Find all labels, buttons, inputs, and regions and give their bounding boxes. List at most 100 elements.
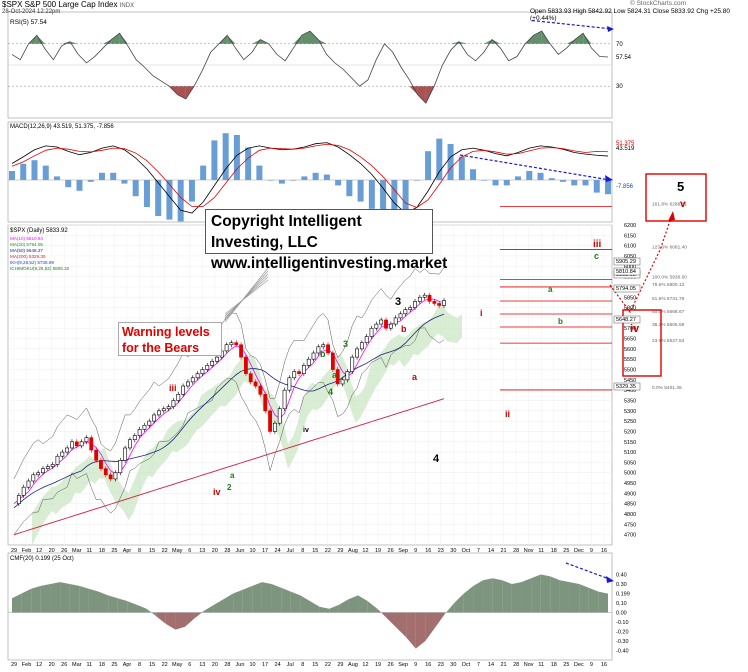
price-legend-item: MA(200) 5329.35 xyxy=(10,254,46,259)
macd-hist-bar xyxy=(548,178,555,180)
price-xtick: 16 xyxy=(601,548,607,554)
price-tag-box xyxy=(613,315,641,324)
price-ytick: 4800 xyxy=(624,512,636,518)
price-ytick: 5050 xyxy=(624,460,636,466)
macd-hist-bar xyxy=(290,180,297,181)
macd-hist-bar xyxy=(346,180,353,197)
price-candle xyxy=(215,356,219,362)
cmf-xtick: 25 xyxy=(111,662,117,667)
wave-label: 4 xyxy=(433,453,440,465)
price-xtick: 19 xyxy=(375,548,381,554)
macd-hist-bar xyxy=(357,180,364,202)
warning-line2: for the Bears xyxy=(122,341,200,355)
cmf-area xyxy=(521,578,532,613)
fib-level-label: 0.0% 5401.38 xyxy=(652,385,682,391)
macd-tick: 43.519 xyxy=(616,146,635,152)
price-xtick: 20 xyxy=(49,548,55,554)
macd-hist-bar xyxy=(155,180,162,216)
cmf-area xyxy=(21,588,32,613)
wave-iv-projection: iv xyxy=(630,323,640,335)
cmf-area xyxy=(358,595,368,613)
macd-hist-bar xyxy=(492,180,499,186)
price-ytick: 5700 xyxy=(624,326,636,332)
macd-signal-line xyxy=(11,143,609,208)
warning-box: Warning levels for the Bears xyxy=(118,322,222,356)
price-candle xyxy=(118,460,123,474)
cmf-xtick: 22 xyxy=(325,662,331,667)
rsi-overbought-fill xyxy=(566,39,575,44)
price-candle xyxy=(297,371,301,374)
macd-tick: 51.375 xyxy=(616,141,635,147)
price-candle xyxy=(70,441,74,449)
macd-hist-bar xyxy=(267,180,274,181)
cmf-xtick: 23 xyxy=(438,662,444,667)
price-ytick: 5200 xyxy=(624,429,636,435)
cmf-xtick: 12 xyxy=(36,662,42,667)
price-xtick: 21 xyxy=(501,548,507,554)
price-ytick: 6200 xyxy=(624,223,636,229)
price-candle xyxy=(45,466,50,469)
macd-hist-bar xyxy=(87,180,94,182)
price-candle xyxy=(229,342,234,346)
price-xtick: 29 xyxy=(11,548,17,554)
price-candle xyxy=(50,464,55,467)
macd-hist-bar xyxy=(132,180,139,197)
cmf-xtick: Oct xyxy=(462,662,471,667)
cmf-area xyxy=(396,612,407,638)
macd-hist-bar xyxy=(481,180,488,181)
cmf-area xyxy=(31,585,41,613)
symbol-text: $SPX S&P 500 Large Cap Index xyxy=(2,0,118,9)
price-ytick: 4900 xyxy=(624,491,636,497)
fib-level-label: 61.8% 5731.76 xyxy=(652,296,685,302)
cmf-area xyxy=(175,612,186,630)
wave-label: 3 xyxy=(395,296,401,308)
cmf-area xyxy=(261,582,272,613)
price-candle xyxy=(282,389,287,410)
price-xtick: 15 xyxy=(312,548,318,554)
rsi-overbought-fill xyxy=(227,35,236,44)
price-candle xyxy=(142,424,147,430)
cmf-xtick: Feb xyxy=(22,662,31,667)
price-title: $SPX (Daily) 5833.92 xyxy=(10,228,68,234)
cmf-tick: 0.199 xyxy=(616,592,630,598)
price-candle xyxy=(147,420,152,426)
macd-hist-bar xyxy=(76,180,83,191)
price-candle xyxy=(248,373,253,383)
warning-fan-line xyxy=(224,276,269,317)
price-xtick: May xyxy=(172,548,183,554)
macd-hist-bar xyxy=(526,171,533,180)
copyright-line1: Copyright Intelligent Investing, LLC xyxy=(211,213,362,251)
price-candle xyxy=(272,422,277,432)
cmf-area xyxy=(415,612,426,649)
macd-hist-bar xyxy=(582,180,589,186)
cmf-xtick: 15 xyxy=(149,662,155,667)
price-candle xyxy=(31,474,36,482)
price-xtick: 25 xyxy=(563,548,569,554)
macd-hist-bar xyxy=(515,176,522,180)
price-candle xyxy=(103,468,108,476)
lower-band xyxy=(13,327,445,535)
cmf-xtick: Aug xyxy=(348,662,358,667)
macd-hist-bar xyxy=(436,138,443,180)
rsi-line xyxy=(11,30,609,104)
price-xtick: 7 xyxy=(477,548,480,554)
cmf-area xyxy=(329,604,339,613)
cmf-xtick: 8 xyxy=(138,662,141,667)
price-candle xyxy=(398,313,403,319)
rsi-overbought-fill xyxy=(310,31,319,44)
price-candle xyxy=(41,468,45,474)
cmf-area xyxy=(598,591,608,613)
rsi-oversold-fill xyxy=(409,86,418,95)
macd-hist-bar xyxy=(31,160,38,180)
price-candle xyxy=(369,327,374,337)
cmf-xtick: 16 xyxy=(601,662,607,667)
wave-label: a xyxy=(230,471,235,480)
stockcharts-credit: © StockCharts.com xyxy=(630,0,687,7)
macd-hist-bar xyxy=(177,180,184,222)
cmf-area xyxy=(136,604,147,613)
macd-divergence-arrow xyxy=(459,154,611,181)
macd-hist-bar xyxy=(470,169,477,180)
price-candle xyxy=(200,369,205,374)
